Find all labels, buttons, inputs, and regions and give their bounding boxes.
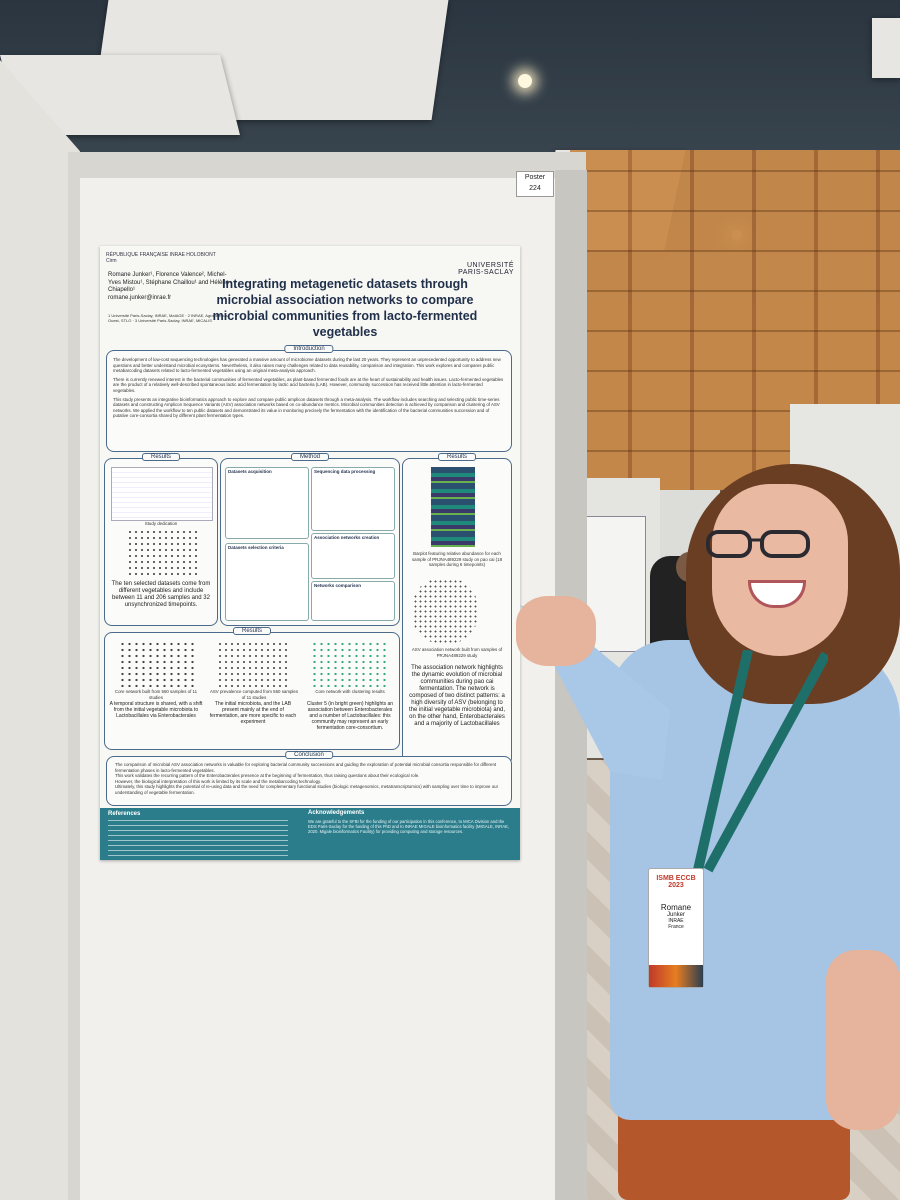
references-list <box>108 820 288 856</box>
asv-prevalence-plot <box>217 641 287 687</box>
asv-network-plot <box>413 579 477 643</box>
section-results-core-network: Results Core network built from 560 samp… <box>104 627 400 750</box>
core-network-caption: Core network built from 560 samples of 1… <box>114 689 198 700</box>
method-box-networks-comparison: Networks comparison <box>311 581 395 621</box>
poster-authors: Romane Junker¹, Florence Valence², Miche… <box>108 272 230 302</box>
ceiling-panel <box>872 18 900 78</box>
open-right-hand <box>826 950 900 1130</box>
intro-paragraph: This study presents an integrative bioin… <box>113 396 500 419</box>
results-datasets-caption: The ten selected datasets come from diff… <box>111 581 211 608</box>
core-network-text: A temporal structure is shared, with a s… <box>109 701 203 719</box>
eyeglasses <box>706 530 810 558</box>
university-logo: UNIVERSITÉ PARIS-SACLAY <box>458 262 514 276</box>
section-heading: Results <box>141 453 181 461</box>
poster-logos: RÉPUBLIQUE FRANÇAISE INRAE HOLOBIONT Cir… <box>106 252 216 264</box>
section-heading: Results <box>232 627 272 635</box>
poster-board-side <box>0 60 80 1200</box>
method-box-association-networks: Association networks creation <box>311 533 395 579</box>
poster-number-tag: Poster 224 <box>516 171 554 197</box>
poster-tag-label: Poster <box>524 174 546 181</box>
poster-tag-number: 224 <box>529 185 541 192</box>
core-network-plot <box>119 641 195 687</box>
method-box-title: Networks comparison <box>314 583 362 588</box>
conclusion-item: Ultimately, this study highlights the po… <box>115 784 499 795</box>
poster-affiliations: 1 Université Paris-Saclay, INRAE, MaIAGE… <box>108 313 228 323</box>
conclusion-item: However, the biological interpretation o… <box>115 778 322 784</box>
clustering-caption: Core network with clustering results <box>315 689 385 694</box>
authors-text: Romane Junker¹, Florence Valence², Miche… <box>108 272 230 293</box>
pointing-hand <box>516 596 596 666</box>
ceiling-light <box>518 74 532 88</box>
prevalence-caption: ASV prevalence computed from 560 samples… <box>209 689 299 700</box>
method-box-selection-criteria: Datasets selection criteria <box>225 543 309 621</box>
acknowledgements-text: We are grateful to the SFBI for the fund… <box>308 819 510 835</box>
clustered-network-plot <box>311 641 387 687</box>
section-heading: Conclusion <box>285 751 333 759</box>
network-results-text: The association network highlights the d… <box>408 665 506 727</box>
method-box-title: Datasets acquisition <box>228 469 272 474</box>
section-heading: Results <box>437 453 477 461</box>
method-box-title: Association networks creation <box>314 535 380 540</box>
section-introduction: Introduction The development of low-cost… <box>106 345 512 452</box>
poster-title: Integrating metagenetic datasets through… <box>212 277 478 339</box>
poster-footer: References Acknowledgements We are grate… <box>100 808 520 860</box>
badge-country: France <box>668 924 684 930</box>
section-heading: Introduction <box>284 345 334 353</box>
intro-paragraph: There is currently renewed interest in t… <box>113 376 504 393</box>
conclusion-item: The comparison of microbial ASV associat… <box>115 762 497 773</box>
badge-conference: ISMB ECCB 2023 <box>656 875 696 889</box>
author-email: romane.junker@inrae.fr <box>108 294 172 301</box>
timeline-plot <box>127 529 197 577</box>
section-heading: Method <box>290 453 330 461</box>
badge-footer-stripe <box>649 965 703 987</box>
datasets-table <box>111 467 213 521</box>
badge-last-name: Junker <box>666 912 685 918</box>
section-method: Method Datasets acquisition Sequencing d… <box>220 453 400 626</box>
clustering-text: Cluster 5 (in bright green) highlights a… <box>306 701 394 731</box>
acknowledgements-heading: Acknowledgements <box>308 810 365 816</box>
conclusion-item: This work validates the recurring patter… <box>115 773 420 779</box>
method-box-title: Datasets selection criteria <box>228 545 284 550</box>
prevalence-text: The initial microbiota, and the LAB pres… <box>209 701 297 725</box>
method-box-title: Sequencing data processing <box>314 469 376 474</box>
section-conclusion: Conclusion The comparison of microbial A… <box>106 751 512 806</box>
section-results-datasets: Results Study dedication The ten selecte… <box>104 453 218 626</box>
relative-abundance-barplot <box>431 467 475 547</box>
badge-first-name: Romane <box>660 903 692 912</box>
presenter-face <box>712 484 848 656</box>
network-caption: ASV association network built from sampl… <box>411 647 503 658</box>
smile <box>748 580 806 608</box>
lanyard <box>693 650 828 873</box>
references-heading: References <box>108 811 141 817</box>
conference-badge: ISMB ECCB 2023 Romane Junker INRAE Franc… <box>648 868 704 988</box>
barplot-caption: Barplot featuring relative abundance for… <box>411 551 503 568</box>
scientific-poster: RÉPUBLIQUE FRANÇAISE INRAE HOLOBIONT Cir… <box>100 246 520 860</box>
section-results-network: Results Barplot featuring relative abund… <box>402 453 512 766</box>
study-dedication-label: Study dedication <box>144 521 178 526</box>
intro-paragraph: The development of low-cost sequencing t… <box>113 357 501 374</box>
badge-organization: INRAE <box>668 918 684 924</box>
method-box-datasets-acquisition: Datasets acquisition <box>225 467 309 539</box>
method-box-sequencing: Sequencing data processing <box>311 467 395 531</box>
